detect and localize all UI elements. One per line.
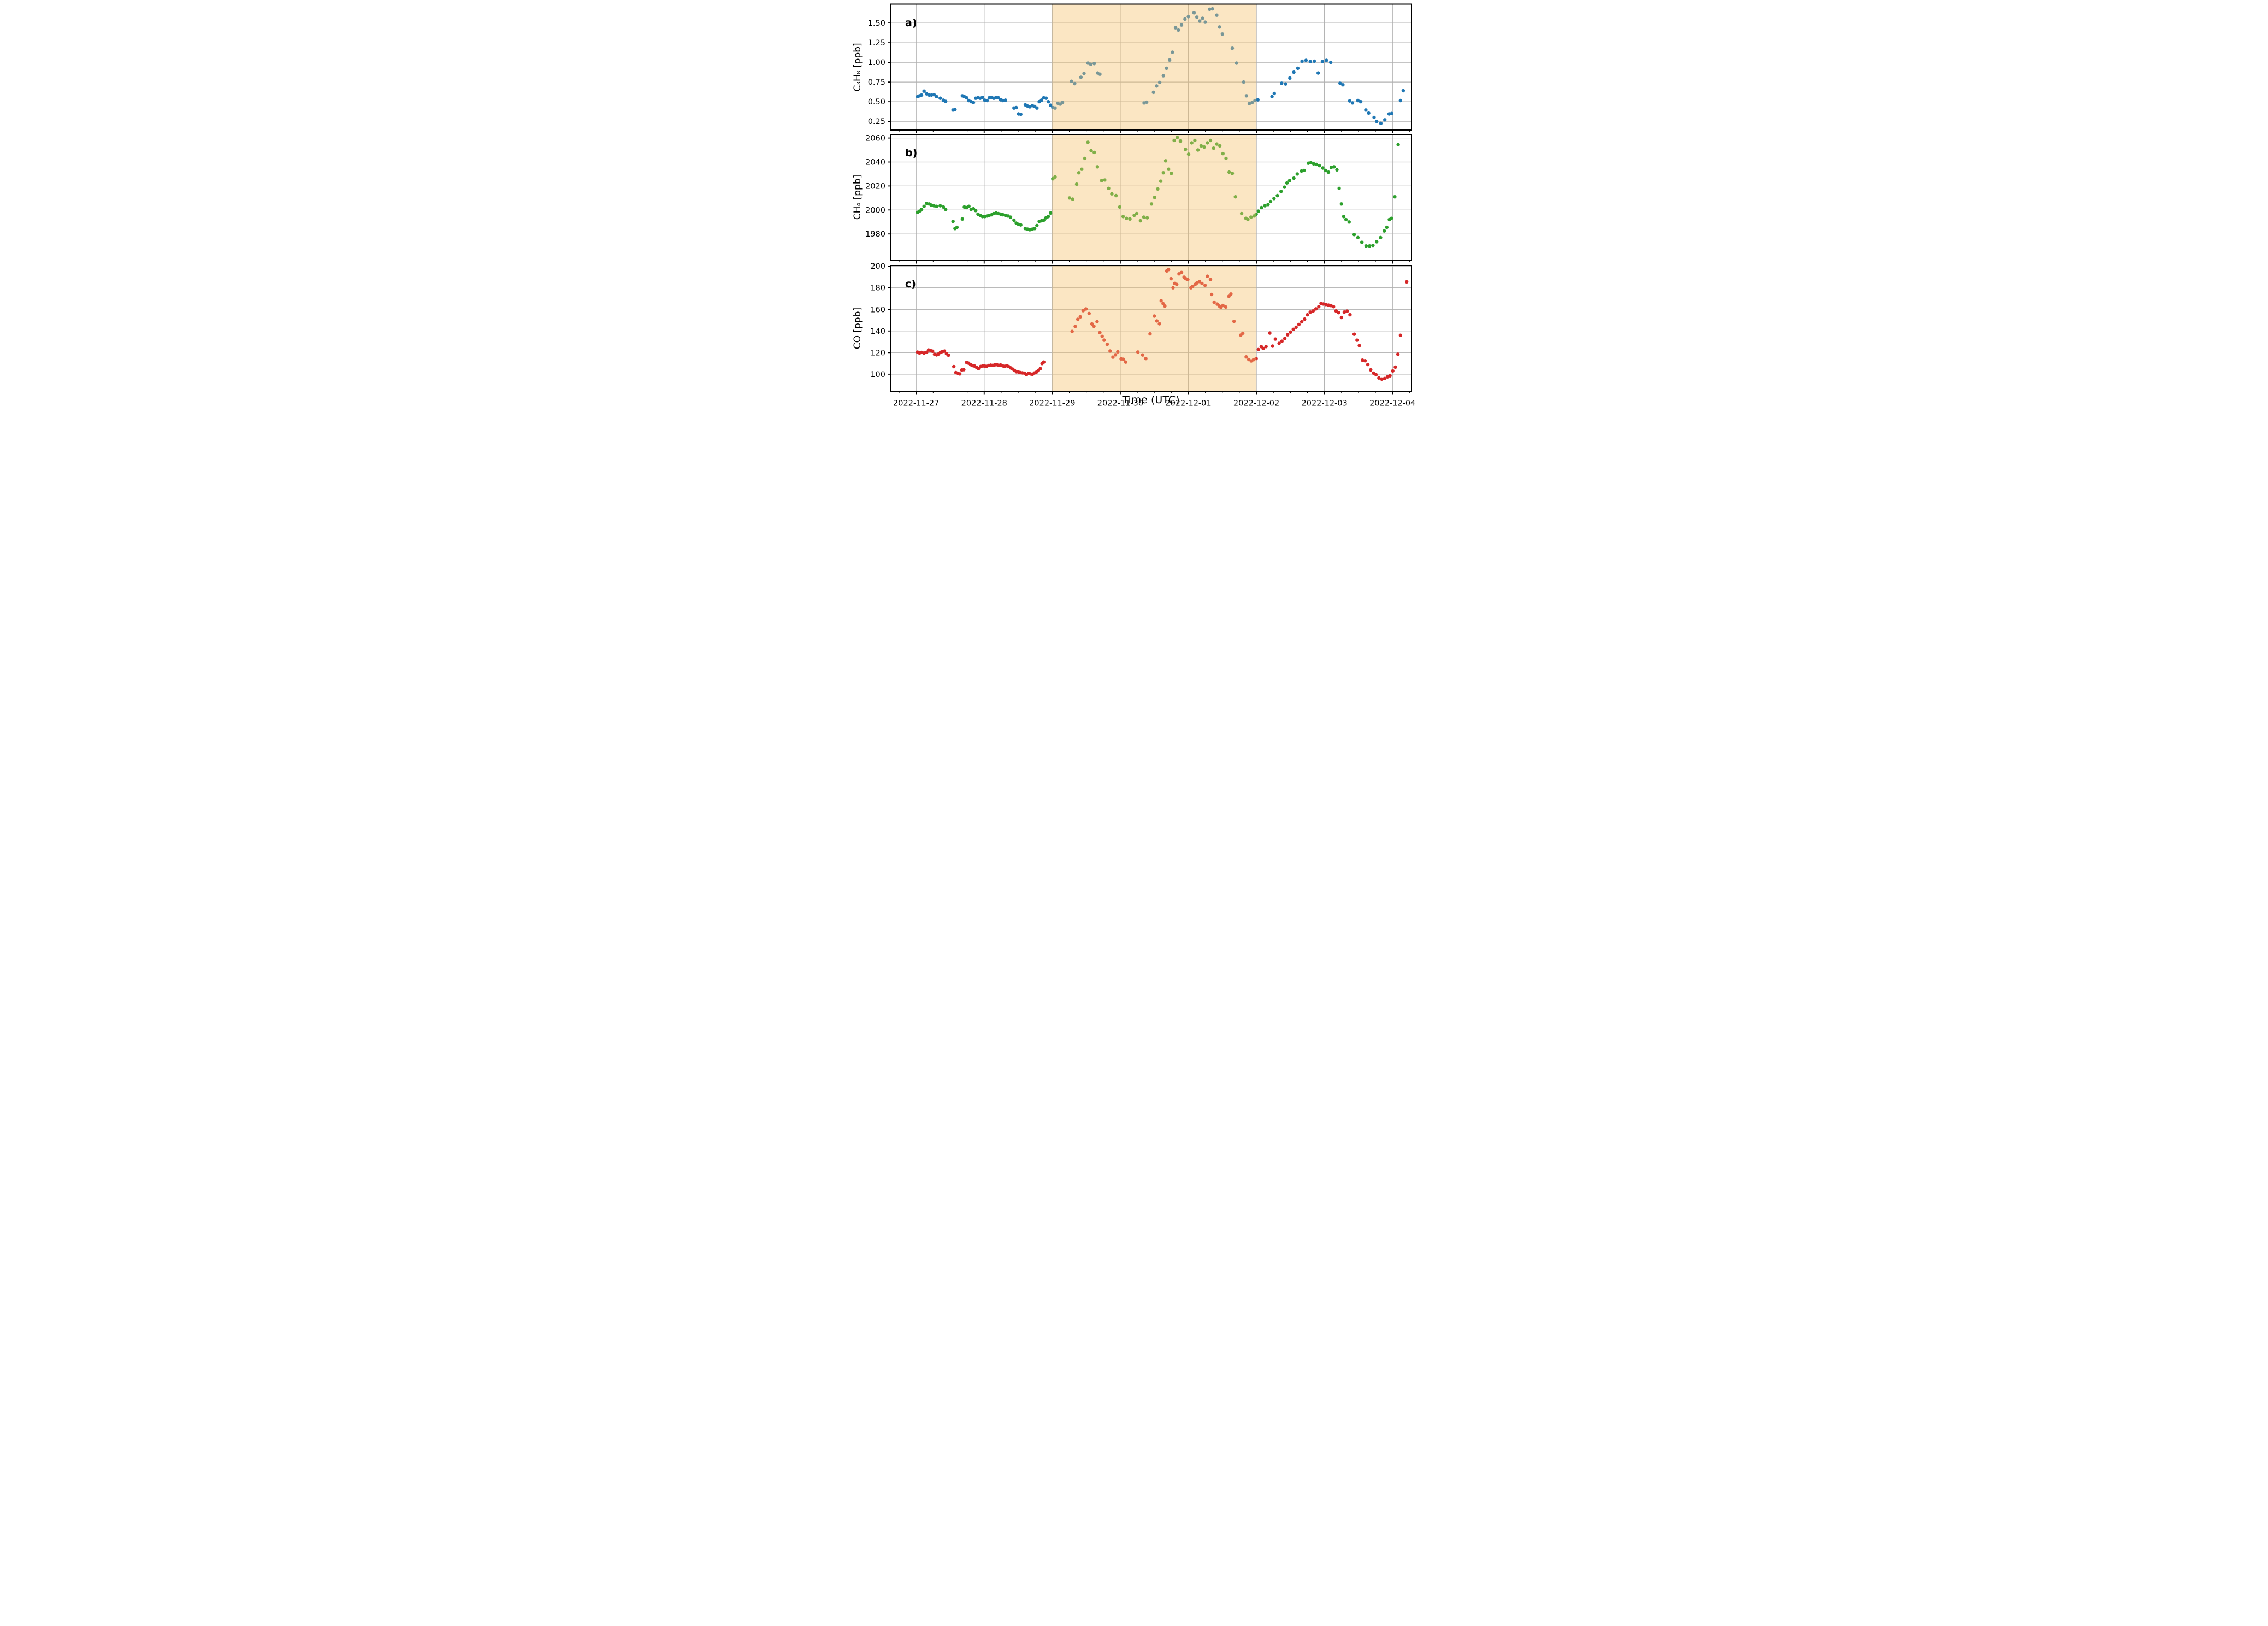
y-tick-a-1.25: 1.25 [868,39,885,48]
y-axis-label-c3h8: C₃H₈ [ppb] [852,43,863,91]
y-tick-a-1.50: 1.50 [868,19,885,28]
x-tick-2022-11-30: 2022-11-30 [1097,399,1143,407]
y-tick-b-2060: 2060 [865,134,885,143]
y-tick-a-0.75: 0.75 [868,78,885,87]
y-axis-label-co: CO [ppb] [852,308,863,349]
x-tick-2022-12-03: 2022-12-03 [1302,399,1348,407]
y-tick-b-1980: 1980 [865,230,885,239]
x-tick-2022-12-02: 2022-12-02 [1233,399,1279,407]
x-tick-2022-12-01: 2022-12-01 [1165,399,1211,407]
chart-canvas: 0.25 0.50 0.75 1.00 1.25 1.50 1980 2000 2020 2040… [852,3,1415,407]
y-tick-c-100: 100 [870,370,885,379]
panel-letter-b: b) [905,147,917,159]
y-tick-c-140: 140 [870,327,885,336]
y-tick-c-160: 160 [870,305,885,314]
y-tick-a-0.50: 0.50 [868,98,885,107]
x-tick-2022-11-27: 2022-11-27 [893,399,939,407]
y-axis-label-ch4: CH₄ [ppb] [852,175,863,220]
y-tick-b-2000: 2000 [865,206,885,215]
figure: 0.25 0.50 0.75 1.00 1.25 1.50 1980 2000 2020 2040… [850,0,1418,406]
x-tick-2022-11-29: 2022-11-29 [1029,399,1075,407]
y-tick-b-2040: 2040 [865,158,885,167]
y-tick-a-1.00: 1.00 [868,58,885,67]
x-tick-2022-11-28: 2022-11-28 [961,399,1007,407]
y-tick-a-0.25: 0.25 [868,117,885,126]
x-axis-label: Time (UTC) [1121,394,1179,406]
y-tick-c-200: 200 [870,262,885,271]
panel-letter-c: c) [905,278,916,290]
y-tick-b-2020: 2020 [865,182,885,191]
x-tick-2022-12-04: 2022-12-04 [1369,399,1415,407]
panel-letter-a: a) [905,17,917,29]
y-tick-c-180: 180 [870,284,885,293]
y-tick-c-120: 120 [870,349,885,357]
